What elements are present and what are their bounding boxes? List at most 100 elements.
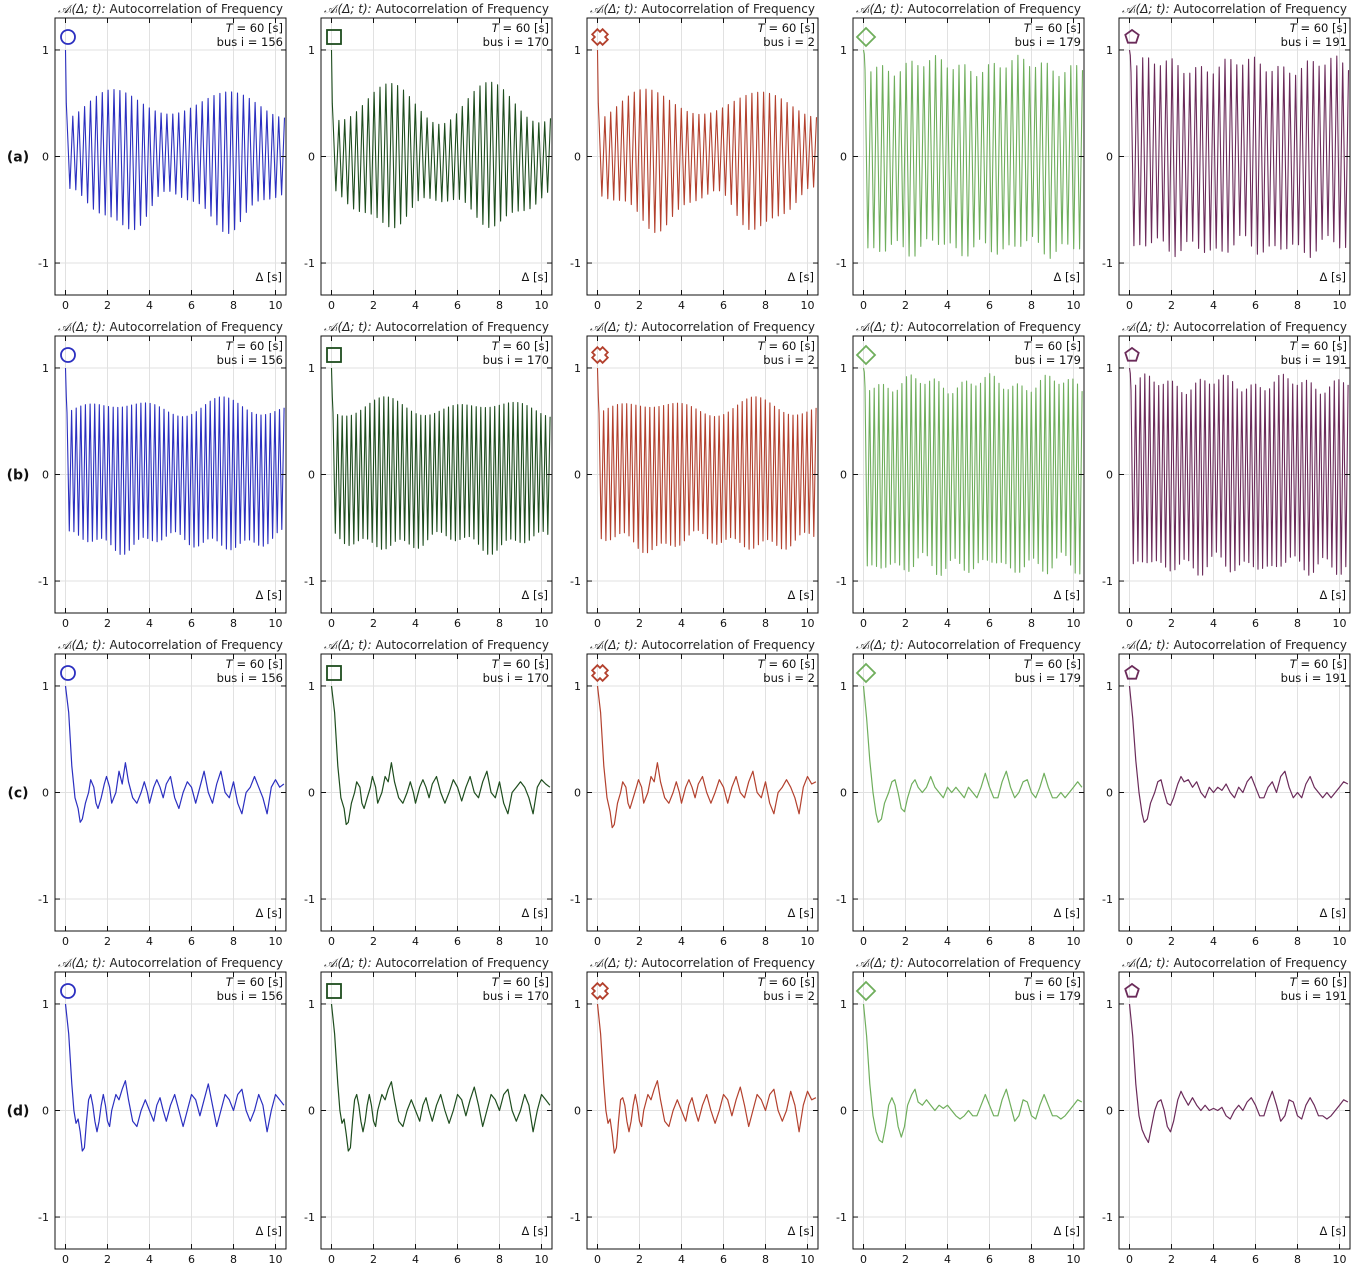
y-tick-label: 1 xyxy=(308,680,315,693)
cross-icon xyxy=(590,981,610,1001)
duration-symbol: T xyxy=(1290,339,1298,353)
row-label: (b) xyxy=(7,468,30,484)
duration-label: T = 60 [s] xyxy=(1290,339,1347,353)
row-label: (a) xyxy=(7,150,29,166)
duration-value: = 60 [s] xyxy=(499,975,549,989)
x-axis-label: Δ [s] xyxy=(256,1224,283,1238)
duration-label: T = 60 [s] xyxy=(758,339,815,353)
y-tick-label: 1 xyxy=(42,44,49,57)
x-axis-label: Δ [s] xyxy=(1320,1224,1347,1238)
x-tick-label: 0 xyxy=(62,1253,69,1266)
x-axis-label: Δ [s] xyxy=(788,1224,815,1238)
cross-icon xyxy=(590,27,610,47)
duration-value: = 60 [s] xyxy=(765,657,815,671)
duration-value: = 60 [s] xyxy=(1297,975,1347,989)
panel-title-text: Autocorrelation of Frequency xyxy=(372,956,549,970)
x-axis-label: Δ [s] xyxy=(522,588,549,602)
panel-title-symbol: 𝒜ᵢ(Δ; t): xyxy=(856,638,904,652)
diamond-icon xyxy=(855,344,877,366)
x-tick-label: 6 xyxy=(454,935,461,948)
panel-b-4: 𝒜ᵢ(Δ; t): Autocorrelation of Frequency 0 2… xyxy=(836,320,1085,630)
panel-title-text: Autocorrelation of Frequency xyxy=(1170,956,1347,970)
x-axis-label: Δ [s] xyxy=(1054,906,1081,920)
x-axis-label: Δ [s] xyxy=(1320,588,1347,602)
x-tick-label: 10 xyxy=(1333,935,1347,948)
y-tick-label: 1 xyxy=(1106,998,1113,1011)
x-tick-label: 6 xyxy=(720,617,727,630)
duration-symbol: T xyxy=(758,975,766,989)
panel-d-2: 𝒜ᵢ(Δ; t): Autocorrelation of Frequency 0 2… xyxy=(304,956,553,1266)
y-tick-label: -1 xyxy=(38,1211,49,1224)
duration-value: = 60 [s] xyxy=(499,657,549,671)
x-tick-label: 4 xyxy=(678,1253,685,1266)
x-tick-label: 6 xyxy=(986,617,993,630)
y-tick-label: -1 xyxy=(1102,1211,1113,1224)
bus-label: bus i = 179 xyxy=(1015,35,1081,49)
x-tick-label: 0 xyxy=(328,617,335,630)
panel-title-text: Autocorrelation of Frequency xyxy=(1170,2,1347,16)
y-tick-label: 1 xyxy=(42,680,49,693)
duration-label: T = 60 [s] xyxy=(226,339,283,353)
y-tick-label: 0 xyxy=(840,469,847,482)
autocorrelation-line xyxy=(1128,1003,1349,1144)
x-tick-label: 6 xyxy=(986,1253,993,1266)
duration-label: T = 60 [s] xyxy=(1024,975,1081,989)
y-tick-label: 0 xyxy=(42,469,49,482)
duration-label: T = 60 [s] xyxy=(492,975,549,989)
bus-label: bus i = 191 xyxy=(1281,671,1347,685)
panel-title-symbol: 𝒜ᵢ(Δ; t): xyxy=(1122,956,1170,970)
x-tick-label: 8 xyxy=(1294,617,1301,630)
panel-title-symbol: 𝒜ᵢ(Δ; t): xyxy=(324,320,372,334)
panel-title: 𝒜ᵢ(Δ; t): Autocorrelation of Frequency xyxy=(1122,638,1347,652)
x-tick-label: 6 xyxy=(454,299,461,312)
panel-title: 𝒜ᵢ(Δ; t): Autocorrelation of Frequency xyxy=(856,638,1081,652)
x-tick-label: 4 xyxy=(944,617,951,630)
x-tick-label: 8 xyxy=(496,1253,503,1266)
x-tick-label: 2 xyxy=(104,935,111,948)
panel-title: 𝒜ᵢ(Δ; t): Autocorrelation of Frequency xyxy=(590,956,815,970)
panel-title-text: Autocorrelation of Frequency xyxy=(106,638,283,652)
duration-value: = 60 [s] xyxy=(1297,21,1347,35)
y-tick-label: -1 xyxy=(38,257,49,270)
y-tick-label: -1 xyxy=(1102,893,1113,906)
panel-d-4: 𝒜ᵢ(Δ; t): Autocorrelation of Frequency 0 2… xyxy=(836,956,1085,1266)
autocorrelation-line xyxy=(1128,685,1349,823)
panel-title: 𝒜ᵢ(Δ; t): Autocorrelation of Frequency xyxy=(324,320,549,334)
panel-title-symbol: 𝒜ᵢ(Δ; t): xyxy=(58,2,106,16)
panel-title-text: Autocorrelation of Frequency xyxy=(106,956,283,970)
duration-symbol: T xyxy=(492,657,500,671)
duration-value: = 60 [s] xyxy=(233,657,283,671)
x-axis-label: Δ [s] xyxy=(788,588,815,602)
x-tick-label: 10 xyxy=(801,299,815,312)
autocorrelation-line xyxy=(330,367,551,555)
panel-c-3: 𝒜ᵢ(Δ; t): Autocorrelation of Frequency 0 2… xyxy=(570,638,819,948)
panel-title-text: Autocorrelation of Frequency xyxy=(904,320,1081,334)
x-tick-label: 10 xyxy=(1333,1253,1347,1266)
duration-symbol: T xyxy=(1290,21,1298,35)
x-tick-label: 10 xyxy=(535,299,549,312)
bus-label: bus i = 2 xyxy=(763,353,815,367)
x-tick-label: 2 xyxy=(636,935,643,948)
x-tick-label: 10 xyxy=(1067,299,1081,312)
y-tick-label: 0 xyxy=(1106,469,1113,482)
panel-d-3: 𝒜ᵢ(Δ; t): Autocorrelation of Frequency 0 2… xyxy=(570,956,819,1266)
panel-title: 𝒜ᵢ(Δ; t): Autocorrelation of Frequency xyxy=(1122,2,1347,16)
panel-title-text: Autocorrelation of Frequency xyxy=(372,638,549,652)
y-tick-label: -1 xyxy=(836,575,847,588)
x-tick-label: 10 xyxy=(269,1253,283,1266)
x-tick-label: 10 xyxy=(535,1253,549,1266)
duration-label: T = 60 [s] xyxy=(1290,657,1347,671)
x-tick-label: 10 xyxy=(1067,617,1081,630)
x-tick-label: 8 xyxy=(496,617,503,630)
y-tick-label: 1 xyxy=(840,998,847,1011)
duration-label: T = 60 [s] xyxy=(226,975,283,989)
panel-b-2: 𝒜ᵢ(Δ; t): Autocorrelation of Frequency 0 2… xyxy=(304,320,553,630)
duration-value: = 60 [s] xyxy=(1297,657,1347,671)
panel-title-text: Autocorrelation of Frequency xyxy=(638,320,815,334)
x-tick-label: 8 xyxy=(230,1253,237,1266)
y-tick-label: -1 xyxy=(836,893,847,906)
y-tick-label: 1 xyxy=(1106,44,1113,57)
x-tick-label: 6 xyxy=(986,299,993,312)
duration-label: T = 60 [s] xyxy=(758,21,815,35)
y-tick-label: -1 xyxy=(38,893,49,906)
